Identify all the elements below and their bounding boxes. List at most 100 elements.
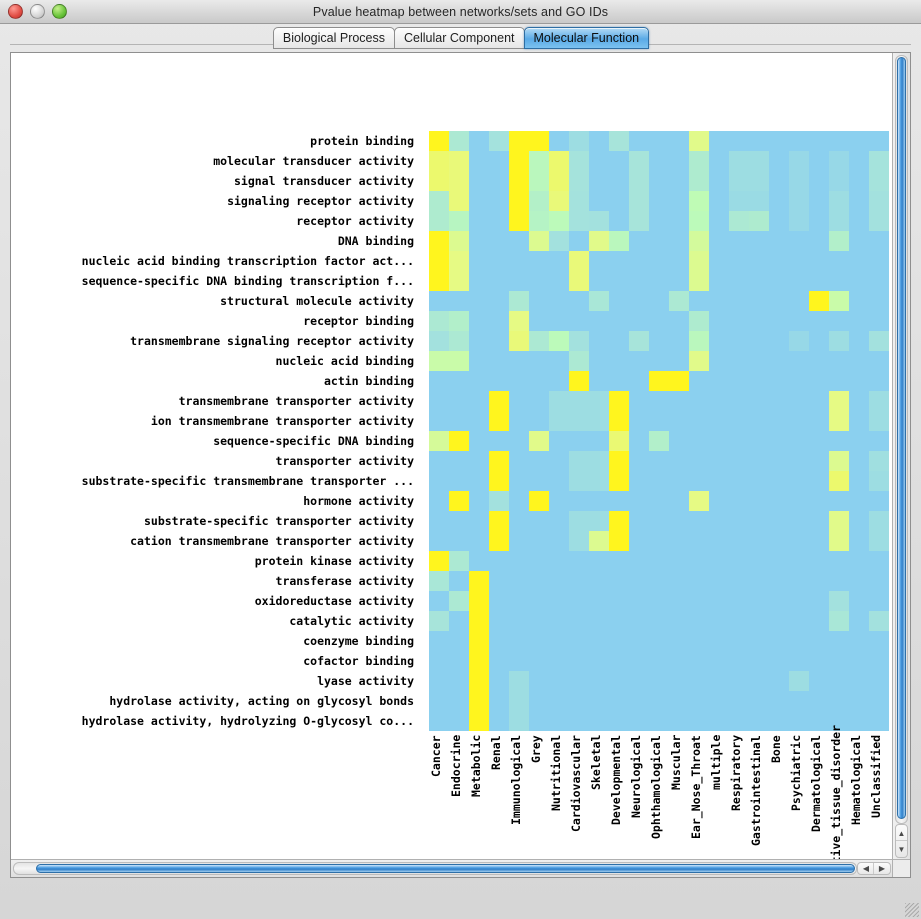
heatmap-cell[interactable] <box>789 311 809 331</box>
heatmap-cell[interactable] <box>529 411 549 431</box>
heatmap-cell[interactable] <box>869 351 889 371</box>
heatmap-cell[interactable] <box>629 511 649 531</box>
heatmap-cell[interactable] <box>689 351 709 371</box>
heatmap-cell[interactable] <box>809 171 829 191</box>
heatmap-cell[interactable] <box>649 671 669 691</box>
heatmap-cell[interactable] <box>589 191 609 211</box>
heatmap-cell[interactable] <box>609 631 629 651</box>
heatmap-cell[interactable] <box>829 331 849 351</box>
heatmap-cell[interactable] <box>489 551 509 571</box>
heatmap-cell[interactable] <box>429 691 449 711</box>
heatmap-cell[interactable] <box>669 451 689 471</box>
heatmap-cell[interactable] <box>669 371 689 391</box>
heatmap-cell[interactable] <box>609 171 629 191</box>
heatmap-cell[interactable] <box>769 451 789 471</box>
heatmap-cell[interactable] <box>569 631 589 651</box>
heatmap-cell[interactable] <box>529 511 549 531</box>
heatmap-cell[interactable] <box>429 171 449 191</box>
heatmap-cell[interactable] <box>489 151 509 171</box>
heatmap-cell[interactable] <box>569 471 589 491</box>
heatmap-cell[interactable] <box>589 651 609 671</box>
heatmap-cell[interactable] <box>509 351 529 371</box>
heatmap-cell[interactable] <box>489 591 509 611</box>
heatmap-cell[interactable] <box>609 251 629 271</box>
heatmap-cell[interactable] <box>489 451 509 471</box>
heatmap-cell[interactable] <box>689 311 709 331</box>
heatmap-cell[interactable] <box>469 211 489 231</box>
heatmap-cell[interactable] <box>789 671 809 691</box>
heatmap-cell[interactable] <box>689 571 709 591</box>
heatmap-cell[interactable] <box>869 191 889 211</box>
heatmap-cell[interactable] <box>869 451 889 471</box>
heatmap-cell[interactable] <box>549 371 569 391</box>
heatmap-cell[interactable] <box>589 711 609 731</box>
heatmap-cell[interactable] <box>689 511 709 531</box>
heatmap-cell[interactable] <box>469 471 489 491</box>
heatmap-cell[interactable] <box>809 131 829 151</box>
heatmap-cell[interactable] <box>689 471 709 491</box>
heatmap-cell[interactable] <box>569 251 589 271</box>
heatmap-cell[interactable] <box>569 191 589 211</box>
heatmap-cell[interactable] <box>609 451 629 471</box>
heatmap-cell[interactable] <box>769 631 789 651</box>
heatmap-cell[interactable] <box>749 271 769 291</box>
heatmap-cell[interactable] <box>629 451 649 471</box>
heatmap-cell[interactable] <box>869 471 889 491</box>
heatmap-cell[interactable] <box>609 571 629 591</box>
heatmap-cell[interactable] <box>489 271 509 291</box>
heatmap-cell[interactable] <box>789 591 809 611</box>
heatmap-cell[interactable] <box>669 671 689 691</box>
heatmap-cell[interactable] <box>769 691 789 711</box>
heatmap-cell[interactable] <box>529 691 549 711</box>
heatmap-cell[interactable] <box>769 151 789 171</box>
heatmap-cell[interactable] <box>629 491 649 511</box>
heatmap-cell[interactable] <box>569 531 589 551</box>
heatmap-cell[interactable] <box>689 291 709 311</box>
heatmap-cell[interactable] <box>749 211 769 231</box>
heatmap-cell[interactable] <box>569 711 589 731</box>
heatmap-cell[interactable] <box>629 351 649 371</box>
heatmap-cell[interactable] <box>789 351 809 371</box>
heatmap-cell[interactable] <box>609 411 629 431</box>
heatmap-cell[interactable] <box>569 671 589 691</box>
heatmap-cell[interactable] <box>609 371 629 391</box>
heatmap-cell[interactable] <box>869 391 889 411</box>
heatmap-cell[interactable] <box>869 271 889 291</box>
heatmap-cell[interactable] <box>509 191 529 211</box>
heatmap-cell[interactable] <box>789 491 809 511</box>
heatmap-cell[interactable] <box>449 431 469 451</box>
heatmap-cell[interactable] <box>569 271 589 291</box>
heatmap-cell[interactable] <box>849 451 869 471</box>
heatmap-cell[interactable] <box>589 531 609 551</box>
heatmap-cell[interactable] <box>769 471 789 491</box>
heatmap-cell[interactable] <box>729 191 749 211</box>
heatmap-cell[interactable] <box>469 491 489 511</box>
heatmap-cell[interactable] <box>529 711 549 731</box>
heatmap-cell[interactable] <box>449 491 469 511</box>
heatmap-cell[interactable] <box>529 171 549 191</box>
heatmap-cell[interactable] <box>629 211 649 231</box>
heatmap-cell[interactable] <box>849 131 869 151</box>
heatmap-cell[interactable] <box>729 671 749 691</box>
heatmap-cell[interactable] <box>469 171 489 191</box>
heatmap-cell[interactable] <box>589 571 609 591</box>
heatmap-cell[interactable] <box>869 211 889 231</box>
heatmap-cell[interactable] <box>649 211 669 231</box>
heatmap-cell[interactable] <box>469 651 489 671</box>
heatmap-cell[interactable] <box>549 551 569 571</box>
heatmap-cell[interactable] <box>569 151 589 171</box>
heatmap-cell[interactable] <box>489 371 509 391</box>
heatmap-cell[interactable] <box>729 311 749 331</box>
heatmap-cell[interactable] <box>669 311 689 331</box>
heatmap-cell[interactable] <box>569 691 589 711</box>
heatmap-cell[interactable] <box>769 571 789 591</box>
heatmap-cell[interactable] <box>429 631 449 651</box>
heatmap-cell[interactable] <box>449 271 469 291</box>
heatmap-cell[interactable] <box>729 411 749 431</box>
heatmap-cell[interactable] <box>809 451 829 471</box>
heatmap-cell[interactable] <box>709 451 729 471</box>
heatmap-cell[interactable] <box>549 471 569 491</box>
heatmap-cell[interactable] <box>469 711 489 731</box>
heatmap-cell[interactable] <box>729 251 749 271</box>
heatmap-cell[interactable] <box>529 611 549 631</box>
